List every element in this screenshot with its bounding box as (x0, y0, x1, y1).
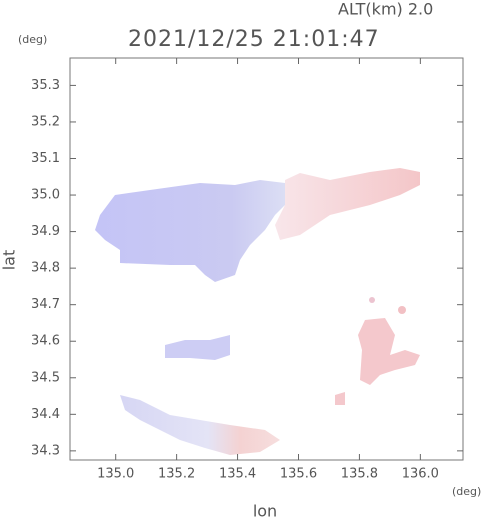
y-tick-label: 34.7 (31, 297, 60, 312)
altitude-label: ALT(km) 2.0 (338, 0, 433, 19)
y-tick-label: 34.8 (31, 261, 60, 276)
y-tick-label: 35.2 (31, 114, 60, 129)
x-tick-label: 135.8 (341, 467, 378, 482)
region (369, 297, 375, 303)
x-tick-label: 135.4 (219, 467, 256, 482)
region (165, 335, 230, 360)
plot-frame (69, 57, 464, 461)
region (398, 306, 406, 314)
x-axis-title: lon (253, 502, 277, 521)
x-unit: (deg) (452, 485, 481, 498)
x-tick-label: 136.0 (402, 467, 439, 482)
echo-regions (95, 168, 420, 455)
y-tick-label: 34.4 (31, 407, 60, 422)
region (335, 392, 345, 405)
y-axis-title: lat (0, 250, 19, 271)
y-tick-label: 34.3 (31, 443, 60, 458)
region (275, 168, 420, 240)
x-tick-label: 135.6 (280, 467, 317, 482)
y-tick-label: 35.1 (31, 151, 60, 166)
y-tick-label: 34.9 (31, 224, 60, 239)
y-tick-label: 35.3 (31, 78, 60, 93)
region (358, 318, 420, 385)
y-tick-label: 34.6 (31, 334, 60, 349)
y-tick-label: 34.5 (31, 370, 60, 385)
region (95, 180, 290, 282)
x-tick-label: 135.0 (97, 467, 134, 482)
chart-title: 2021/12/25 21:01:47 (128, 27, 380, 52)
region (120, 395, 280, 455)
y-tick-label: 35.0 (31, 188, 60, 203)
y-unit: (deg) (18, 33, 47, 46)
x-tick-label: 135.2 (158, 467, 195, 482)
